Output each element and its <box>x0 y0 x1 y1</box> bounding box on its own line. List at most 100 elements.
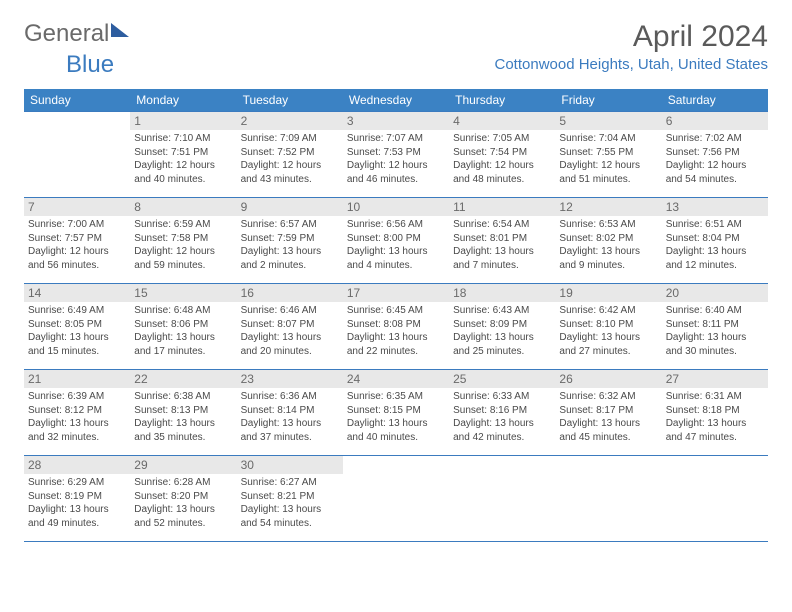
day-details: Sunrise: 6:40 AMSunset: 8:11 PMDaylight:… <box>666 304 764 358</box>
day-details: Sunrise: 6:51 AMSunset: 8:04 PMDaylight:… <box>666 218 764 272</box>
calendar-cell: 30 Sunrise: 6:27 AMSunset: 8:21 PMDayligh… <box>237 456 343 542</box>
day-details: Sunrise: 6:28 AMSunset: 8:20 PMDaylight:… <box>134 476 232 530</box>
day-number: 6 <box>662 112 768 130</box>
title-block: April 2024 Cottonwood Heights, Utah, Uni… <box>495 20 769 73</box>
day-number: 2 <box>237 112 343 130</box>
calendar-cell: 15 Sunrise: 6:48 AMSunset: 8:06 PMDayligh… <box>130 284 236 370</box>
weekday-header: Thursday <box>449 89 555 112</box>
month-title: April 2024 <box>495 20 769 54</box>
calendar-cell <box>662 456 768 542</box>
day-number: 5 <box>555 112 661 130</box>
calendar-cell: 10 Sunrise: 6:56 AMSunset: 8:00 PMDayligh… <box>343 198 449 284</box>
day-details: Sunrise: 7:04 AMSunset: 7:55 PMDaylight:… <box>559 132 657 186</box>
day-details: Sunrise: 6:53 AMSunset: 8:02 PMDaylight:… <box>559 218 657 272</box>
calendar-cell: 18Sunrise: 6:43 AMSunset: 8:09 PMDayligh… <box>449 284 555 370</box>
calendar-cell: 19Sunrise: 6:42 AMSunset: 8:10 PMDayligh… <box>555 284 661 370</box>
logo: General <box>24 20 133 48</box>
calendar-cell: 2 Sunrise: 7:09 AMSunset: 7:52 PMDaylight… <box>237 112 343 198</box>
calendar-cell <box>449 456 555 542</box>
day-details: Sunrise: 6:45 AMSunset: 8:08 PMDaylight:… <box>347 304 445 358</box>
calendar-cell: 28 Sunrise: 6:29 AMSunset: 8:19 PMDayligh… <box>24 456 130 542</box>
day-number: 10 <box>343 198 449 216</box>
calendar-cell <box>343 456 449 542</box>
calendar-cell: 12Sunrise: 6:53 AMSunset: 8:02 PMDayligh… <box>555 198 661 284</box>
day-number: 7 <box>24 198 130 216</box>
day-details: Sunrise: 6:38 AMSunset: 8:13 PMDaylight:… <box>134 390 232 444</box>
weekday-header: Wednesday <box>343 89 449 112</box>
calendar-cell: 11 Sunrise: 6:54 AMSunset: 8:01 PMDayligh… <box>449 198 555 284</box>
calendar-cell: 1 Sunrise: 7:10 AMSunset: 7:51 PMDaylight… <box>130 112 236 198</box>
day-number: 17 <box>343 284 449 302</box>
day-details: Sunrise: 6:46 AMSunset: 8:07 PMDaylight:… <box>241 304 339 358</box>
day-details: Sunrise: 6:29 AMSunset: 8:19 PMDaylight:… <box>28 476 126 530</box>
day-details: Sunrise: 6:54 AMSunset: 8:01 PMDaylight:… <box>453 218 551 272</box>
day-details: Sunrise: 6:49 AMSunset: 8:05 PMDaylight:… <box>28 304 126 358</box>
day-number: 13 <box>662 198 768 216</box>
calendar-cell: 9 Sunrise: 6:57 AMSunset: 7:59 PMDaylight… <box>237 198 343 284</box>
calendar-cell: 23 Sunrise: 6:36 AMSunset: 8:14 PMDayligh… <box>237 370 343 456</box>
location: Cottonwood Heights, Utah, United States <box>495 56 769 73</box>
day-details: Sunrise: 6:59 AMSunset: 7:58 PMDaylight:… <box>134 218 232 272</box>
calendar-cell: 29 Sunrise: 6:28 AMSunset: 8:20 PMDayligh… <box>130 456 236 542</box>
day-number: 4 <box>449 112 555 130</box>
day-number: 23 <box>237 370 343 388</box>
calendar-cell: 13 Sunrise: 6:51 AMSunset: 8:04 PMDayligh… <box>662 198 768 284</box>
calendar-cell: 14 Sunrise: 6:49 AMSunset: 8:05 PMDayligh… <box>24 284 130 370</box>
day-details: Sunrise: 6:27 AMSunset: 8:21 PMDaylight:… <box>241 476 339 530</box>
day-details: Sunrise: 7:07 AMSunset: 7:53 PMDaylight:… <box>347 132 445 186</box>
calendar-cell: 20 Sunrise: 6:40 AMSunset: 8:11 PMDayligh… <box>662 284 768 370</box>
calendar-cell: 16 Sunrise: 6:46 AMSunset: 8:07 PMDayligh… <box>237 284 343 370</box>
day-number: 1 <box>130 112 236 130</box>
day-details: Sunrise: 6:39 AMSunset: 8:12 PMDaylight:… <box>28 390 126 444</box>
day-details: Sunrise: 6:36 AMSunset: 8:14 PMDaylight:… <box>241 390 339 444</box>
day-details: Sunrise: 6:56 AMSunset: 8:00 PMDaylight:… <box>347 218 445 272</box>
day-number: 30 <box>237 456 343 474</box>
day-number: 29 <box>130 456 236 474</box>
day-number: 27 <box>662 370 768 388</box>
day-details: Sunrise: 6:33 AMSunset: 8:16 PMDaylight:… <box>453 390 551 444</box>
calendar-cell: 27Sunrise: 6:31 AMSunset: 8:18 PMDayligh… <box>662 370 768 456</box>
day-details: Sunrise: 7:10 AMSunset: 7:51 PMDaylight:… <box>134 132 232 186</box>
calendar-cell <box>24 112 130 198</box>
day-number: 26 <box>555 370 661 388</box>
day-details: Sunrise: 7:02 AMSunset: 7:56 PMDaylight:… <box>666 132 764 186</box>
weekday-header: Tuesday <box>237 89 343 112</box>
calendar-cell: 3 Sunrise: 7:07 AMSunset: 7:53 PMDaylight… <box>343 112 449 198</box>
day-details: Sunrise: 7:05 AMSunset: 7:54 PMDaylight:… <box>453 132 551 186</box>
calendar-cell <box>555 456 661 542</box>
day-number: 28 <box>24 456 130 474</box>
day-number: 9 <box>237 198 343 216</box>
day-details: Sunrise: 7:09 AMSunset: 7:52 PMDaylight:… <box>241 132 339 186</box>
calendar-cell: 22Sunrise: 6:38 AMSunset: 8:13 PMDayligh… <box>130 370 236 456</box>
weekday-header: Monday <box>130 89 236 112</box>
calendar-cell: 17 Sunrise: 6:45 AMSunset: 8:08 PMDayligh… <box>343 284 449 370</box>
day-details: Sunrise: 6:48 AMSunset: 8:06 PMDaylight:… <box>134 304 232 358</box>
calendar-cell: 6 Sunrise: 7:02 AMSunset: 7:56 PMDaylight… <box>662 112 768 198</box>
logo-icon <box>111 23 129 37</box>
day-number: 8 <box>130 198 236 216</box>
day-number: 19 <box>555 284 661 302</box>
calendar-table: SundayMondayTuesdayWednesdayThursdayFrid… <box>24 89 768 542</box>
day-number: 3 <box>343 112 449 130</box>
day-details: Sunrise: 6:32 AMSunset: 8:17 PMDaylight:… <box>559 390 657 444</box>
day-details: Sunrise: 6:57 AMSunset: 7:59 PMDaylight:… <box>241 218 339 272</box>
calendar-head: SundayMondayTuesdayWednesdayThursdayFrid… <box>24 89 768 112</box>
day-number: 15 <box>130 284 236 302</box>
calendar-cell: 24 Sunrise: 6:35 AMSunset: 8:15 PMDayligh… <box>343 370 449 456</box>
day-number: 20 <box>662 284 768 302</box>
calendar-cell: 4 Sunrise: 7:05 AMSunset: 7:54 PMDaylight… <box>449 112 555 198</box>
day-number: 25 <box>449 370 555 388</box>
calendar-cell: 21 Sunrise: 6:39 AMSunset: 8:12 PMDayligh… <box>24 370 130 456</box>
day-number: 14 <box>24 284 130 302</box>
calendar-cell: 5 Sunrise: 7:04 AMSunset: 7:55 PMDaylight… <box>555 112 661 198</box>
day-details: Sunrise: 6:43 AMSunset: 8:09 PMDaylight:… <box>453 304 551 358</box>
day-number: 11 <box>449 198 555 216</box>
logo-text-blue: Blue <box>66 51 114 78</box>
calendar-cell: 8 Sunrise: 6:59 AMSunset: 7:58 PMDaylight… <box>130 198 236 284</box>
day-number: 16 <box>237 284 343 302</box>
day-number: 24 <box>343 370 449 388</box>
day-number: 21 <box>24 370 130 388</box>
day-details: Sunrise: 6:35 AMSunset: 8:15 PMDaylight:… <box>347 390 445 444</box>
weekday-header: Saturday <box>662 89 768 112</box>
calendar-cell: 26 Sunrise: 6:32 AMSunset: 8:17 PMDayligh… <box>555 370 661 456</box>
